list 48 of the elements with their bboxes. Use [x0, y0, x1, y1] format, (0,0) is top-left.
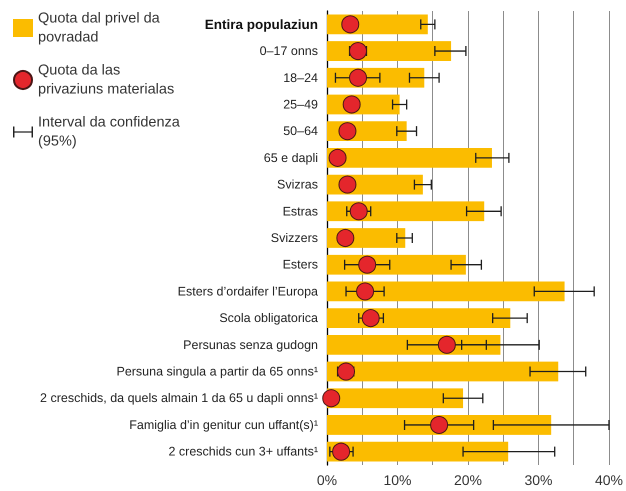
y-tick-label: Persunas senza gudogn — [183, 338, 318, 352]
point — [350, 202, 368, 220]
y-tick-label: Scola obligatorica — [219, 311, 318, 326]
point — [358, 256, 376, 274]
x-tick-label: 20% — [454, 472, 482, 488]
point — [430, 416, 448, 434]
legend-label: Quota da las privaziuns materialas — [38, 62, 174, 98]
x-tick-label: 10% — [383, 472, 412, 488]
point — [328, 148, 347, 167]
point — [338, 122, 356, 140]
point — [362, 309, 380, 328]
text: Interval da confidenza (95%) — [38, 114, 184, 150]
y-tick-label: Esters d’ordaifer l’Europa — [178, 284, 318, 298]
y-tick-label: 65 e dapli — [264, 150, 318, 165]
bar — [327, 148, 492, 168]
y-tick-label: Famiglia d’in genitur cun uffant(s)¹ — [129, 418, 318, 432]
y-tick-label: 2 creschids cun 3+ uffants¹ — [168, 444, 318, 459]
point — [342, 95, 361, 114]
point — [338, 176, 356, 194]
y-tick-label: Persuna singula a partir da 65 onns¹ — [116, 364, 318, 379]
y-tick-label: 50–64 — [283, 124, 318, 138]
y-tick-label: Svizzers — [270, 231, 318, 245]
legend-label: Quota dal privel da povradad — [38, 10, 164, 46]
bar — [327, 308, 510, 328]
point — [356, 282, 374, 300]
point — [336, 362, 356, 381]
y-tick-label: 18–24 — [283, 70, 318, 85]
bar — [327, 415, 552, 435]
bar — [327, 282, 565, 302]
y-tick-label: Svizras — [277, 178, 318, 192]
bar — [327, 388, 464, 408]
point — [322, 389, 340, 408]
x-tick-label: 0% — [316, 472, 338, 488]
point — [438, 336, 456, 354]
y-tick-label: Entira populaziun — [204, 16, 318, 32]
y-tick-label: 0–17 onns — [260, 44, 318, 58]
point — [332, 442, 350, 461]
point — [336, 229, 354, 247]
point — [349, 68, 368, 87]
y-tick-label: 2 creschids, da quels almain 1 da 65 u dapli onns¹ — [40, 391, 318, 406]
x-tick-label: 40% — [594, 472, 624, 488]
point — [341, 15, 360, 34]
y-tick-label: 25–49 — [283, 97, 318, 112]
y-tick-label: Esters — [282, 258, 318, 272]
point — [349, 42, 368, 60]
bar — [327, 362, 558, 382]
x-tick-label: 30% — [524, 472, 553, 488]
y-tick-label: Estras — [282, 204, 318, 218]
